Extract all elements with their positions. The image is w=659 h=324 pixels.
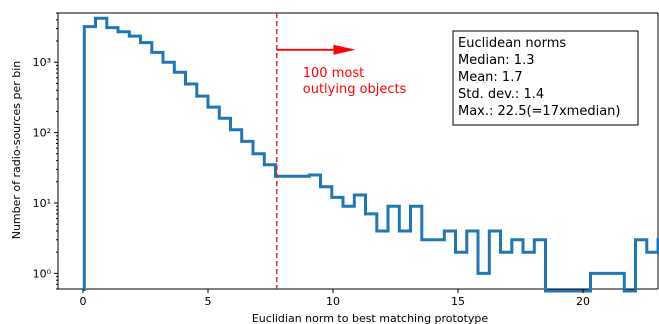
histogram-step-line: [82, 16, 659, 293]
y-tick-label: 10⁰: [33, 267, 52, 280]
histogram-series: [82, 16, 659, 293]
x-tick-label: 20: [576, 295, 590, 308]
y-axis-label: Number of radio-sources per bin: [10, 61, 23, 240]
annotation-text: 100 most: [303, 66, 364, 81]
y-tick-label: 10¹: [33, 197, 51, 210]
x-tick-label: 5: [205, 295, 212, 308]
axis-ticks: 0 5 10 15 20 10⁰ 10¹ 10² 10³: [33, 12, 590, 308]
stats-line: Std. dev.: 1.4: [458, 87, 544, 102]
y-tick-label: 10²: [33, 127, 51, 140]
annotation-text: outlying objects: [303, 82, 407, 97]
stats-line: Euclidean norms: [458, 36, 566, 51]
stats-box: [452, 30, 639, 126]
outlier-arrow-head: [333, 44, 356, 55]
stats-line: Mean: 1.7: [458, 70, 523, 85]
y-tick-label: 10³: [33, 56, 51, 69]
x-tick-label: 10: [326, 295, 340, 308]
x-tick-label: 15: [451, 295, 465, 308]
stats-line: Median: 1.3: [458, 53, 534, 68]
x-tick-label: 0: [80, 295, 87, 308]
x-axis-label: Euclidian norm to best matching prototyp…: [252, 312, 489, 324]
stats-line: Max.: 22.5(=17xmedian): [458, 104, 620, 119]
